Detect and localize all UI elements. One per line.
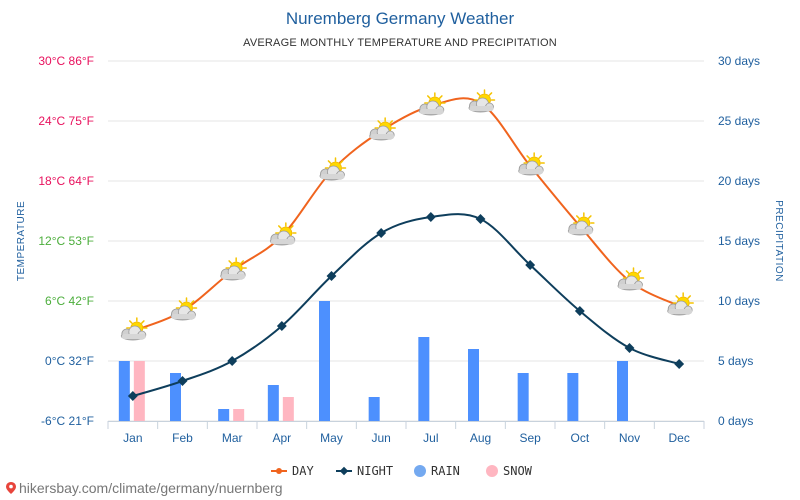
x-tick-label: Mar xyxy=(222,431,243,445)
legend-item[interactable]: NIGHT xyxy=(336,464,393,478)
chart-subtitle: AVERAGE MONTHLY TEMPERATURE AND PRECIPIT… xyxy=(243,37,557,49)
night-point xyxy=(574,306,585,316)
x-tick-label: Oct xyxy=(570,431,589,445)
rain-bar xyxy=(468,349,479,421)
snow-bar xyxy=(233,409,245,421)
y-tick-label-left: 30°C 86°F xyxy=(38,54,94,68)
night-point xyxy=(177,376,188,386)
rain-bar xyxy=(319,301,330,421)
y-tick-label-left: 24°C 75°F xyxy=(38,114,94,128)
night-point xyxy=(376,228,387,238)
snow-bar xyxy=(282,397,294,421)
legend-item[interactable]: SNOW xyxy=(486,464,533,478)
x-tick-label: Dec xyxy=(668,431,689,445)
precipitation-bars xyxy=(118,301,628,421)
snow-bar xyxy=(133,361,145,421)
partly-cloudy-icon xyxy=(220,257,247,281)
night-point xyxy=(276,321,287,331)
legend-label: NIGHT xyxy=(357,464,393,478)
night-point xyxy=(674,359,685,369)
day-line xyxy=(132,97,680,332)
night-point xyxy=(326,271,337,281)
legend-marker-night xyxy=(339,466,349,476)
rain-bar xyxy=(170,373,181,421)
partly-cloudy-icon xyxy=(667,292,694,316)
partly-cloudy-icon xyxy=(369,117,396,141)
y-tick-label-left: 12°C 53°F xyxy=(38,234,94,248)
axis-ticks: 30°C 86°F 24°C 75°F 18°C 64°F 12°C 53°F 6°C … xyxy=(38,54,760,445)
weather-chart: Nuremberg Germany Weather AVERAGE MONTHL… xyxy=(16,9,784,478)
night-point xyxy=(227,356,238,366)
x-tick-label: Feb xyxy=(172,431,193,445)
x-tick-label: May xyxy=(320,431,343,445)
x-tick-label: Nov xyxy=(619,431,640,445)
y-tick-label-left: 0°C 32°F xyxy=(45,354,94,368)
partly-cloudy-icon xyxy=(567,212,595,236)
y-tick-label-right: 30 days xyxy=(718,54,760,68)
chart-title: Nuremberg Germany Weather xyxy=(286,9,515,28)
y-tick-label-left: -6°C 21°F xyxy=(41,414,94,428)
night-point xyxy=(127,391,138,401)
temperature-lines xyxy=(120,89,694,401)
night-point xyxy=(475,214,486,224)
partly-cloudy-icon xyxy=(319,157,347,181)
legend-swatch-snow xyxy=(486,465,498,477)
grid xyxy=(107,60,705,429)
y-tick-label-right: 5 days xyxy=(718,354,753,368)
partly-cloudy-icon xyxy=(269,222,297,246)
partly-cloudy-icon xyxy=(617,267,645,291)
footer[interactable]: hikersbay.com/climate/germany/nuernberg xyxy=(6,480,283,496)
legend-label: DAY xyxy=(292,464,314,478)
rain-bar xyxy=(118,361,130,421)
x-tick-label: Jan xyxy=(123,431,142,445)
rain-bar xyxy=(567,373,579,421)
y-tick-label-right: 15 days xyxy=(718,234,760,248)
x-tick-label: Jun xyxy=(371,431,390,445)
partly-cloudy-icon xyxy=(518,152,545,176)
partly-cloudy-icon xyxy=(170,297,198,321)
legend-label: RAIN xyxy=(431,464,460,478)
night-point xyxy=(624,343,635,353)
legend-item[interactable]: RAIN xyxy=(414,464,460,478)
x-tick-label: Sep xyxy=(519,431,541,445)
rain-bar xyxy=(218,409,230,421)
footer-link[interactable]: hikersbay.com/climate/germany/nuernberg xyxy=(19,480,283,496)
rain-bar xyxy=(267,385,279,421)
legend-marker-day xyxy=(276,468,282,474)
partly-cloudy-icon xyxy=(468,89,496,113)
legend-label: SNOW xyxy=(503,464,533,478)
y-tick-label-left: 18°C 64°F xyxy=(38,174,94,188)
y-axis-label-right: PRECIPITATION xyxy=(773,200,784,282)
night-point xyxy=(425,212,436,222)
y-tick-label-right: 25 days xyxy=(718,114,760,128)
y-tick-label-right: 10 days xyxy=(718,294,760,308)
y-tick-label-right: 20 days xyxy=(718,174,760,188)
y-axis-label-left: TEMPERATURE xyxy=(16,201,27,281)
legend-swatch-rain xyxy=(414,465,426,477)
partly-cloudy-icon xyxy=(418,92,446,116)
x-tick-label: Apr xyxy=(272,431,291,445)
y-tick-label-right: 0 days xyxy=(718,414,753,428)
partly-cloudy-icon xyxy=(120,317,148,341)
location-pin-icon xyxy=(6,482,16,494)
legend: DAY NIGHT RAIN SNOW xyxy=(271,464,533,478)
rain-bar xyxy=(418,337,430,421)
x-tick-label: Jul xyxy=(423,431,438,445)
rain-bar xyxy=(617,361,628,421)
rain-bar xyxy=(517,373,529,421)
y-tick-label-left: 6°C 42°F xyxy=(45,294,94,308)
x-tick-label: Aug xyxy=(470,431,491,445)
rain-bar xyxy=(368,397,380,421)
legend-item[interactable]: DAY xyxy=(271,464,314,478)
night-point xyxy=(525,260,536,270)
